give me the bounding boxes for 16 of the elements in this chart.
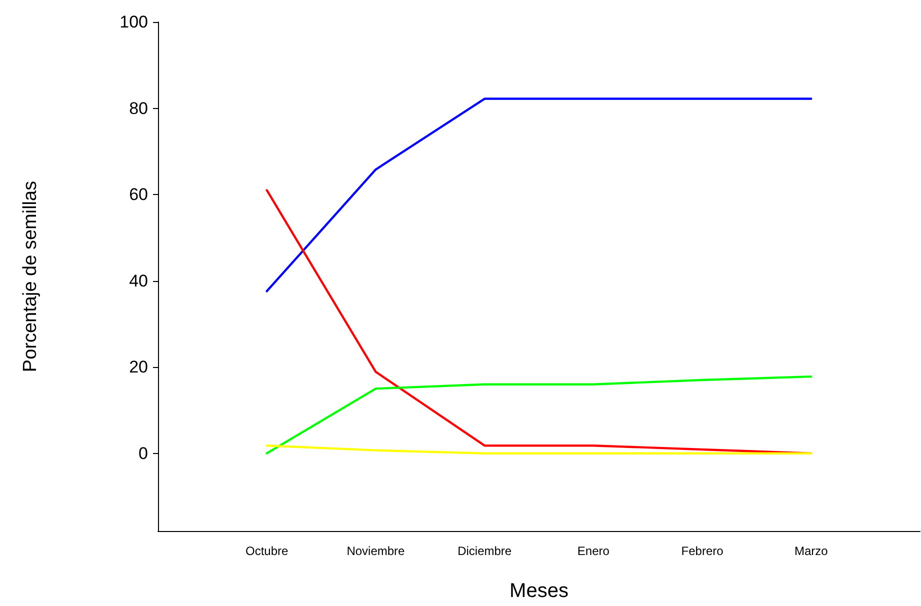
y-tick-label: 40: [129, 271, 148, 290]
x-tick-label: Febrero: [681, 544, 724, 558]
y-tick-label: 0: [138, 444, 148, 463]
y-tick-label: 60: [129, 185, 148, 204]
x-tick-label: Noviembre: [346, 544, 406, 558]
y-tick-label: 80: [129, 98, 148, 118]
y-tick-label: 100: [120, 12, 148, 32]
x-tick-label: Octubre: [246, 544, 289, 558]
x-tick-label: Marzo: [794, 544, 828, 558]
y-tick-label: 20: [129, 358, 148, 377]
x-tick-label: Diciembre: [458, 544, 512, 558]
y-axis-title: Porcentaje de semillas: [20, 180, 41, 372]
line-series: [266, 189, 812, 454]
line-series: [266, 375, 812, 454]
x-tick-label: Enero: [577, 544, 610, 558]
x-axis-title: Meses: [510, 580, 568, 602]
